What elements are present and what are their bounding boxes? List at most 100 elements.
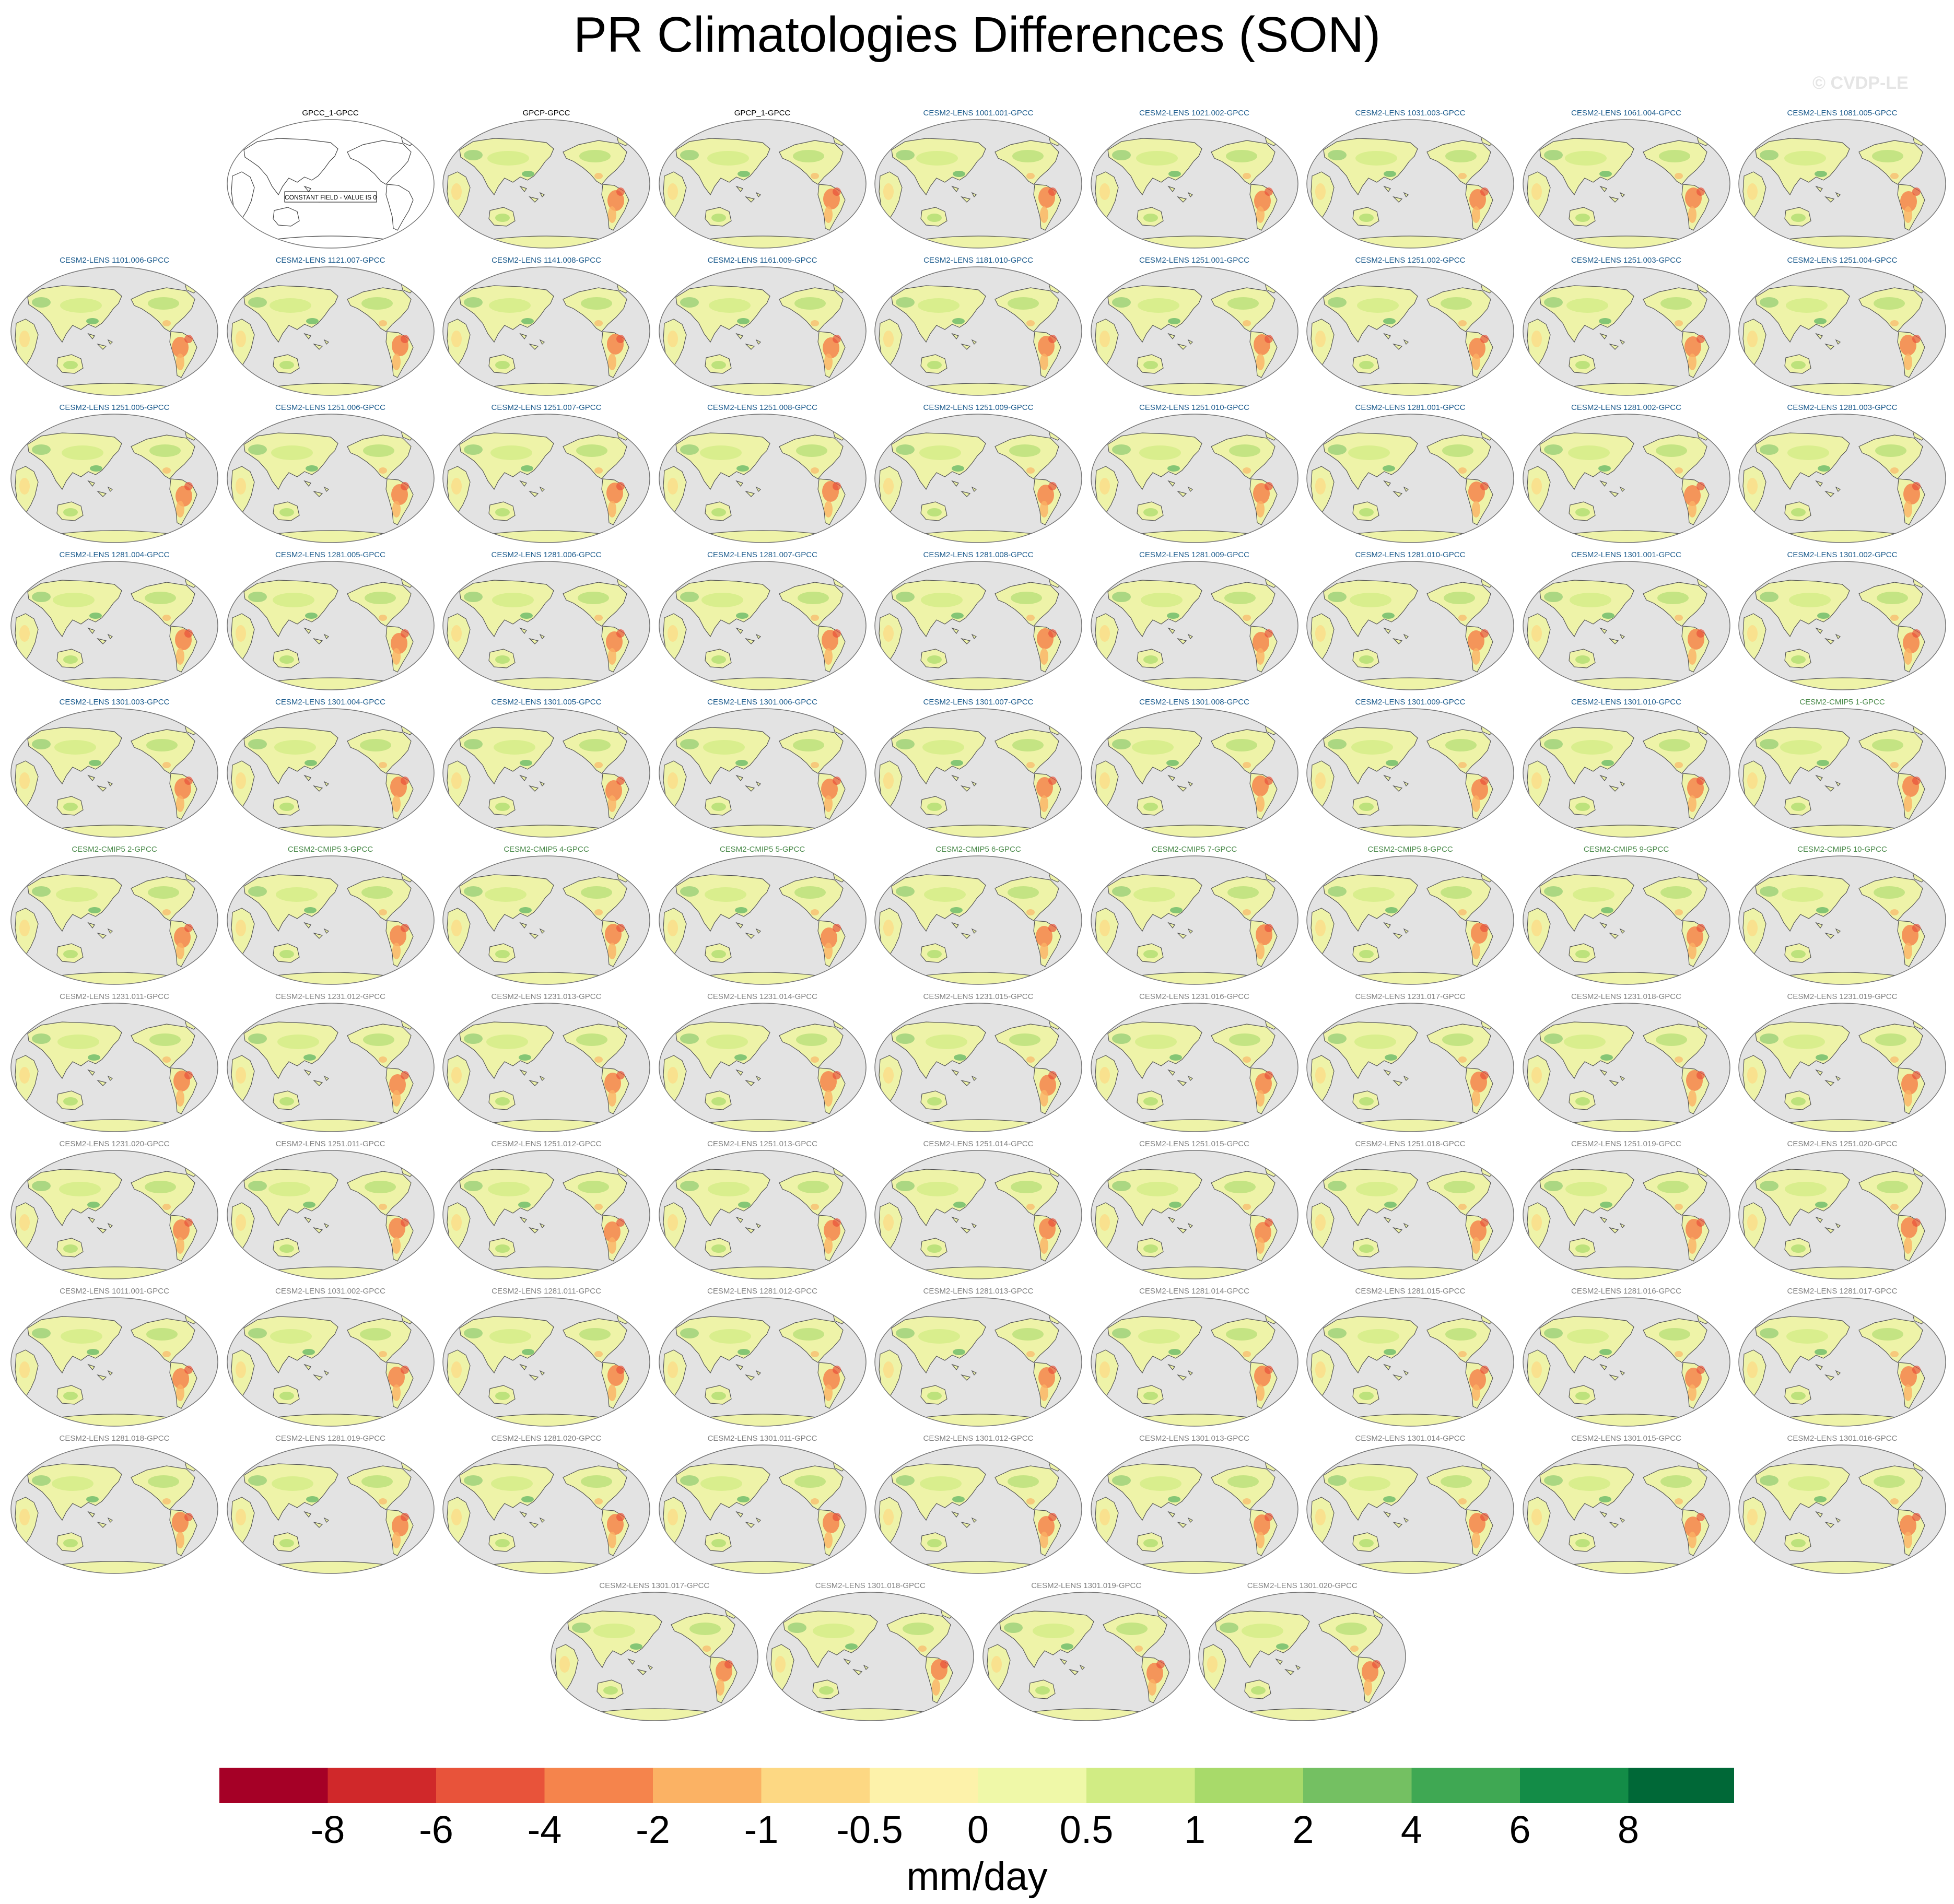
wet-anomaly [1575,361,1590,369]
map-panel: CESM2-LENS 1251.007-GPCC [439,403,654,544]
dry-anomaly [1480,1071,1489,1079]
dry-anomaly [1315,625,1326,642]
dry-anomaly [1315,772,1326,789]
map-border [1522,1297,1730,1427]
dry-anomaly [832,777,841,785]
land [1858,287,1923,332]
land [735,922,761,939]
map-panel: CESM2-LENS 1231.017-GPCC [1303,992,1518,1133]
map-panel: CESM2-LENS 1251.009-GPCC [871,403,1086,544]
map-border [1306,561,1514,690]
dry-anomaly [1480,924,1489,932]
panel-title: CESM2-LENS 1281.008-GPCC [923,550,1034,559]
map-border [874,561,1082,690]
wet-anomaly [1328,444,1347,455]
dry-anomaly [594,762,603,768]
dry-anomaly [605,780,622,801]
map-robinson [874,266,1082,396]
panel-title: CESM2-LENS 1251.019-GPCC [1571,1139,1681,1148]
panel-title: CESM2-LENS 1251.010-GPCC [1139,403,1249,412]
wet-anomaly [1599,171,1612,177]
wet-anomaly [1791,1539,1806,1547]
dry-anomaly [378,909,387,915]
map-robinson [1522,1150,1730,1279]
land [1167,1069,1193,1086]
map-robinson [10,266,218,396]
map-border [1738,1003,1946,1132]
land [1167,774,1193,792]
wet-anomaly [952,1496,965,1502]
wet-anomaly [581,1475,612,1488]
land [346,1024,412,1068]
dry-anomaly [832,335,841,343]
map-panel: CESM2-LENS 1281.019-GPCC [223,1434,438,1575]
wet-anomaly [32,1475,51,1486]
land [1167,627,1193,644]
dry-anomaly [594,320,603,326]
wet-anomaly [706,1035,748,1049]
map-border [442,561,650,690]
land [675,874,770,932]
wet-anomaly [927,214,942,222]
map-border [658,119,867,249]
panel-title: CESM2-CMIP5 1-GPCC [1799,698,1885,707]
map-border [1738,855,1946,985]
dry-anomaly [883,478,894,495]
dry-anomaly [1890,320,1899,326]
map-robinson [1090,561,1298,690]
wet-anomaly [1543,1181,1563,1191]
map-border [874,1297,1082,1427]
dry-anomaly [932,1679,941,1696]
map-panel: CESM2-CMIP5 2-GPCC [7,845,222,986]
dry-anomaly [1696,924,1705,932]
dry-anomaly [1468,630,1484,651]
wet-anomaly [53,593,95,607]
dry-anomaly [1099,1361,1110,1378]
wet-anomaly [795,1033,827,1046]
dry-anomaly [667,625,678,642]
dry-anomaly [594,1204,603,1210]
wet-anomaly [927,655,942,664]
dry-anomaly [176,943,184,959]
dry-anomaly [392,795,401,812]
map-border [874,855,1082,985]
map-panel: CESM2-LENS 1301.015-GPCC [1519,1434,1734,1575]
wet-anomaly [736,1496,750,1502]
dry-anomaly [1480,1218,1489,1227]
land [1383,774,1409,792]
land [27,285,122,343]
land [670,1613,735,1658]
map-robinson [874,1150,1082,1279]
dry-anomaly [824,1532,833,1548]
land [951,774,977,792]
dry-anomaly [400,1218,409,1227]
land [1107,1021,1202,1079]
wet-anomaly [518,1202,531,1208]
wet-anomaly [521,465,533,472]
dry-anomaly [378,615,387,621]
land [1107,580,1202,638]
panel-title: CESM2-LENS 1281.007-GPCC [707,550,817,559]
land [303,774,329,792]
wet-anomaly [495,655,510,664]
land [1815,333,1841,350]
panel-title: CESM2-LENS 1231.015-GPCC [923,992,1034,1001]
map-panel: CESM2-LENS 1161.009-GPCC [655,256,870,397]
dry-anomaly [1684,1517,1701,1537]
map-panel: CESM2-LENS 1301.011-GPCC [655,1434,870,1575]
panel-title: CESM2-LENS 1281.011-GPCC [492,1287,601,1296]
land [1107,432,1202,490]
wet-anomaly [63,1244,78,1253]
wet-anomaly [63,1539,78,1547]
map-border [982,1592,1190,1721]
dry-anomaly [1099,331,1110,347]
dry-anomaly [1472,206,1480,223]
dry-anomaly [1674,909,1683,915]
land [243,1021,338,1079]
map-robinson [1090,266,1298,396]
wet-anomaly [581,297,612,310]
map-robinson [1306,1150,1514,1279]
wet-anomaly [578,592,609,604]
dry-anomaly [824,648,833,665]
wet-anomaly [927,1539,942,1547]
